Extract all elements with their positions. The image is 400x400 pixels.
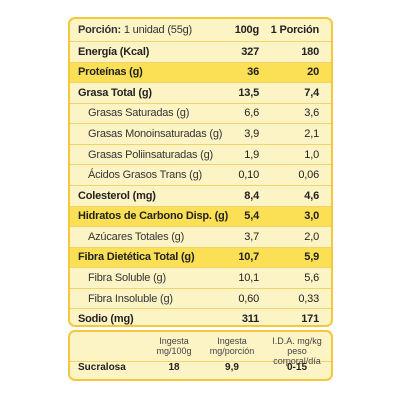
- sweetener-adi: 0-15: [286, 362, 307, 373]
- serving-size-label: Porción: 1 unidad (55g): [78, 24, 193, 36]
- value-per-100g: 6,6: [244, 107, 259, 120]
- value-per-portion: 180: [301, 45, 319, 58]
- value-per-portion: 0,33: [298, 292, 319, 305]
- value-per-100g: 3,7: [244, 230, 259, 243]
- value-per-100g: 1,9: [244, 148, 259, 161]
- sweetener-intake-100g: 18: [168, 362, 180, 373]
- table-row: Grasas Poliinsaturadas (g) 1,9 1,0: [70, 143, 331, 165]
- table-row: Energía (Kcal) 327 180: [70, 41, 331, 62]
- header-intake-100g: Ingesta mg/100g: [156, 336, 192, 356]
- nutrient-label: Fibra Insoluble (g): [88, 292, 173, 305]
- value-per-portion: 5,9: [304, 251, 319, 264]
- value-per-100g: 8,4: [244, 189, 259, 202]
- value-per-100g: 311: [241, 313, 259, 326]
- sweetener-table: Ingesta mg/100g Ingesta mg/porción I.D.A…: [68, 330, 333, 381]
- value-per-100g: 13,5: [238, 86, 259, 99]
- value-per-100g: 0,60: [238, 292, 259, 305]
- table-row: Hidratos de Carbono Disp. (g) 5,4 3,0: [70, 205, 331, 227]
- value-per-portion: 20: [307, 66, 319, 79]
- value-per-portion: 7,4: [304, 86, 319, 99]
- nutrient-label: Grasas Saturadas (g): [88, 107, 190, 120]
- table-row: Colesterol (mg) 8,4 4,6: [70, 184, 331, 206]
- value-per-portion: 4,6: [304, 189, 319, 202]
- value-per-portion: 171: [301, 313, 319, 326]
- nutrition-facts-table: Porción: 1 unidad (55g) 100g 1 Porción E…: [68, 17, 333, 327]
- column-header-portion: 1 Porción: [270, 24, 320, 36]
- nutrient-label: Sodio (mg): [78, 313, 134, 326]
- value-per-100g: 0,10: [238, 169, 259, 182]
- sweetener-header-row: Ingesta mg/100g Ingesta mg/porción I.D.A…: [70, 332, 331, 366]
- table-row: Grasa Total (g) 13,5 7,4: [70, 82, 331, 103]
- table-header-row: Porción: 1 unidad (55g) 100g 1 Porción: [70, 19, 331, 41]
- value-per-portion: 5,6: [304, 272, 319, 285]
- value-per-100g: 3,9: [244, 128, 259, 141]
- header-intake-portion: Ingesta mg/porción: [209, 336, 255, 356]
- table-row: Sodio (mg) 311 171: [70, 308, 331, 326]
- nutrient-label: Colesterol (mg): [78, 189, 156, 202]
- table-row: Ácidos Grasos Trans (g) 0,10 0,06: [70, 164, 331, 185]
- value-per-portion: 1,0: [304, 148, 319, 161]
- table-row: Proteínas (g) 36 20: [70, 61, 331, 83]
- nutrient-label: Grasas Monoinsaturadas (g): [88, 128, 223, 141]
- nutrient-label: Azúcares Totales (g): [88, 230, 185, 243]
- table-row: Fibra Insoluble (g) 0,60 0,33: [70, 287, 331, 309]
- table-row: Azúcares Totales (g) 3,7 2,0: [70, 226, 331, 247]
- nutrient-label: Fibra Soluble (g): [88, 272, 166, 285]
- column-header-100g: 100g: [234, 24, 259, 36]
- value-per-portion: 2,1: [304, 128, 319, 141]
- nutrient-label: Hidratos de Carbono Disp. (g): [78, 210, 229, 223]
- table-row: Grasas Saturadas (g) 6,6 3,6: [70, 102, 331, 124]
- value-per-100g: 5,4: [244, 210, 259, 223]
- sweetener-row: Sucralosa 18 9,9 0-15: [70, 363, 331, 379]
- value-per-portion: 0,06: [298, 169, 319, 182]
- nutrient-label: Grasas Poliinsaturadas (g): [88, 148, 214, 161]
- value-per-100g: 36: [247, 66, 259, 79]
- nutrient-label: Energía (Kcal): [78, 45, 150, 58]
- nutrient-label: Fibra Dietética Total (g): [78, 251, 195, 264]
- nutrient-label: Ácidos Grasos Trans (g): [88, 169, 202, 182]
- nutrient-label: Grasa Total (g): [78, 86, 152, 99]
- value-per-portion: 2,0: [304, 230, 319, 243]
- value-per-100g: 327: [241, 45, 259, 58]
- value-per-100g: 10,1: [238, 272, 259, 285]
- value-per-portion: 3,0: [304, 210, 319, 223]
- table-row: Fibra Dietética Total (g) 10,7 5,9: [70, 246, 331, 268]
- sweetener-intake-portion: 9,9: [225, 362, 239, 373]
- sweetener-name: Sucralosa: [78, 362, 126, 373]
- value-per-portion: 3,6: [304, 107, 319, 120]
- header-adi: I.D.A. mg/kg peso corporal/día: [272, 336, 322, 366]
- nutrient-label: Proteínas (g): [78, 66, 143, 79]
- value-per-100g: 10,7: [238, 251, 259, 264]
- table-row: Fibra Soluble (g) 10,1 5,6: [70, 267, 331, 288]
- table-row: Grasas Monoinsaturadas (g) 3,9 2,1: [70, 123, 331, 144]
